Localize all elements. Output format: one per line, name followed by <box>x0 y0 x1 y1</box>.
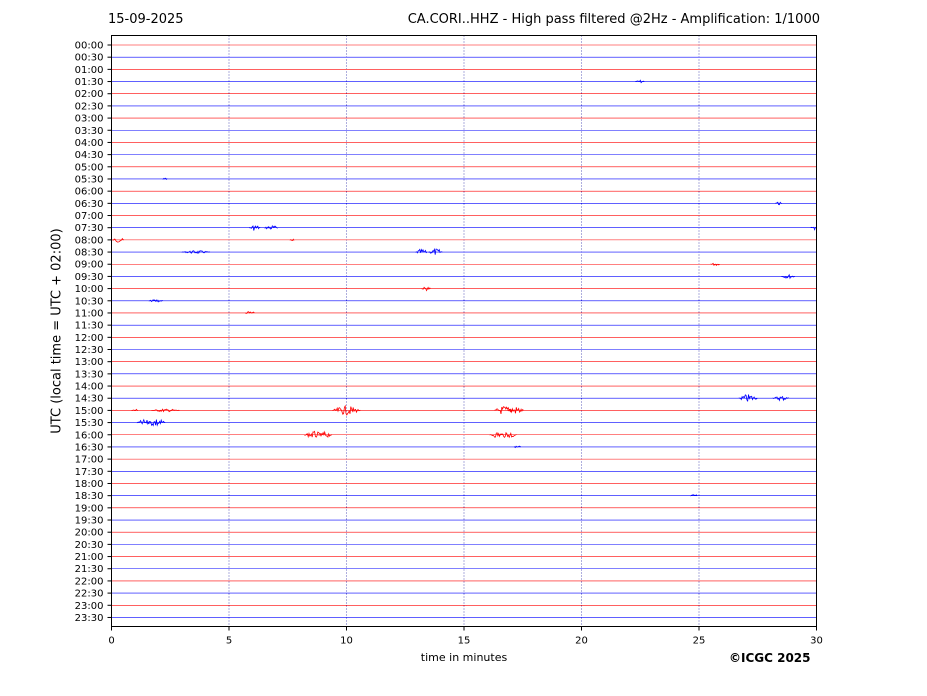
event-mark <box>710 262 720 267</box>
y-tick-label: 14:00 <box>75 382 104 393</box>
copyright-label: ©ICGC 2025 <box>729 651 811 665</box>
y-tick-label: 13:30 <box>75 369 104 380</box>
y-tick-label: 07:00 <box>75 211 104 222</box>
y-tick-label: 05:00 <box>75 162 104 173</box>
y-tick-label: 19:00 <box>75 503 104 514</box>
event-mark <box>780 273 795 280</box>
y-tick-label: 00:00 <box>75 41 104 52</box>
grid-lines <box>228 35 700 627</box>
y-tick-label: 10:00 <box>75 284 104 295</box>
event-mark <box>264 225 278 230</box>
event-mark <box>146 418 166 427</box>
event-mark <box>181 250 211 254</box>
y-tick-label: 08:30 <box>75 248 104 259</box>
event-mark <box>131 408 139 412</box>
event-mark <box>421 286 431 292</box>
y-tick-label: 21:00 <box>75 552 104 563</box>
y-tick-label: 11:30 <box>75 321 104 332</box>
y-tick-label: 16:30 <box>75 442 104 453</box>
x-tick-label: 20 <box>575 636 588 647</box>
event-mark <box>332 404 361 416</box>
y-tick-label: 22:30 <box>75 589 104 600</box>
y-tick-label: 13:00 <box>75 357 104 368</box>
y-tick-label: 03:00 <box>75 114 104 125</box>
y-tick-label: 20:30 <box>75 540 104 551</box>
x-tick-label: 10 <box>340 636 353 647</box>
event-mark <box>514 445 521 449</box>
y-tick-label: 18:30 <box>75 491 104 502</box>
x-axis-label: time in minutes <box>420 651 508 664</box>
plot-frame <box>111 35 817 627</box>
event-mark <box>317 430 333 438</box>
event-mark <box>112 237 124 243</box>
event-mark <box>428 247 443 255</box>
x-tick-label: 30 <box>810 636 823 647</box>
y-tick-label: 00:30 <box>75 53 104 64</box>
event-mark <box>248 225 261 231</box>
event-mark <box>415 248 428 254</box>
y-tick-label: 20:00 <box>75 528 104 539</box>
x-ticks: 0 5 10 15 20 25 30 <box>108 626 823 647</box>
event-mark <box>245 311 255 314</box>
event-mark <box>635 79 645 84</box>
trace-lines <box>111 44 817 618</box>
y-tick-label: 21:30 <box>75 564 104 575</box>
y-tick-label: 01:30 <box>75 77 104 88</box>
y-tick-label: 09:30 <box>75 272 104 283</box>
event-mark <box>507 407 524 414</box>
y-tick-label: 07:30 <box>75 223 104 234</box>
y-tick-label: 22:00 <box>75 576 104 587</box>
y-tick-label: 15:00 <box>75 406 104 417</box>
event-marks <box>112 79 818 497</box>
y-tick-label: 05:30 <box>75 174 104 185</box>
y-tick-label: 19:30 <box>75 516 104 527</box>
y-tick-label: 23:00 <box>75 601 104 612</box>
event-mark <box>775 201 783 206</box>
y-tick-label: 02:30 <box>75 101 104 112</box>
y-tick-label: 09:00 <box>75 260 104 271</box>
y-tick-label: 11:00 <box>75 308 104 319</box>
y-tick-label: 15:30 <box>75 418 104 429</box>
x-tick-label: 0 <box>108 636 114 647</box>
event-mark <box>151 408 180 413</box>
y-tick-label: 12:30 <box>75 345 104 356</box>
event-mark <box>162 177 168 181</box>
y-tick-label: 03:30 <box>75 126 104 137</box>
y-tick-label: 14:30 <box>75 394 104 405</box>
event-mark <box>738 394 758 402</box>
event-mark <box>810 226 818 231</box>
event-mark <box>690 494 698 497</box>
event-mark <box>303 430 323 439</box>
chart-title: CA.CORI..HHZ - High pass filtered @2Hz -… <box>407 12 820 27</box>
y-tick-label: 04:30 <box>75 150 104 161</box>
x-tick-label: 25 <box>693 636 706 647</box>
event-mark <box>289 238 295 242</box>
y-tick-label: 23:30 <box>75 613 104 624</box>
y-tick-label: 06:00 <box>75 187 104 198</box>
date-label: 15-09-2025 <box>108 12 184 27</box>
y-tick-label: 10:30 <box>75 296 104 307</box>
y-tick-label: 17:00 <box>75 455 104 466</box>
y-tick-label: 01:00 <box>75 65 104 76</box>
y-tick-label: 16:00 <box>75 430 104 441</box>
y-tick-label: 04:00 <box>75 138 104 149</box>
y-tick-label: 08:00 <box>75 235 104 246</box>
y-tick-label: 06:30 <box>75 199 104 210</box>
event-mark <box>772 395 790 402</box>
y-tick-label: 17:30 <box>75 467 104 478</box>
event-mark <box>148 299 163 303</box>
x-tick-label: 5 <box>226 636 232 647</box>
x-tick-label: 15 <box>458 636 471 647</box>
y-tick-label: 18:00 <box>75 479 104 490</box>
event-mark <box>500 431 517 439</box>
y-tick-label: 02:00 <box>75 89 104 100</box>
y-tick-label: 12:00 <box>75 333 104 344</box>
